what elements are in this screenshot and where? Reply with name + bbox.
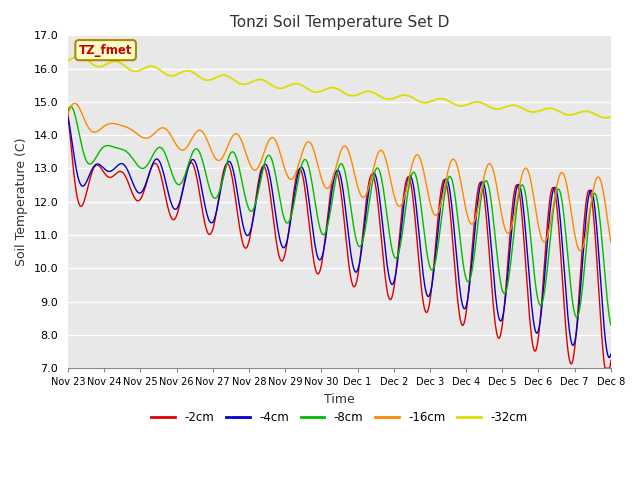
Y-axis label: Soil Temperature (C): Soil Temperature (C) (15, 137, 28, 266)
Legend: -2cm, -4cm, -8cm, -16cm, -32cm: -2cm, -4cm, -8cm, -16cm, -32cm (147, 407, 532, 429)
Text: TZ_fmet: TZ_fmet (79, 44, 132, 57)
Title: Tonzi Soil Temperature Set D: Tonzi Soil Temperature Set D (230, 15, 449, 30)
X-axis label: Time: Time (324, 393, 355, 406)
